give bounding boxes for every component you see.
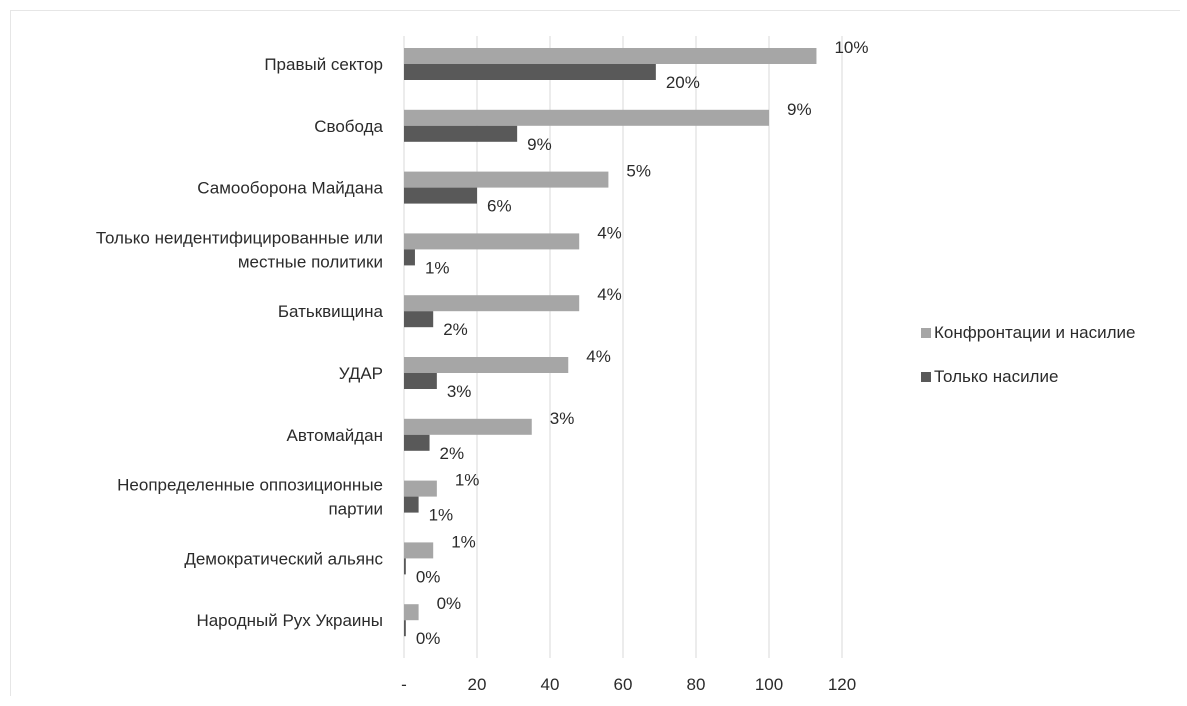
x-tick-label: 20 (468, 675, 487, 694)
bar-violence (404, 620, 406, 637)
category-label: Самооборона Майдана (197, 179, 383, 198)
bar-violence (404, 249, 415, 266)
legend-label: Только насилие (934, 367, 1058, 386)
bar-violence (404, 496, 419, 513)
legend-swatch (921, 372, 931, 382)
x-tick-label: 80 (687, 675, 706, 694)
category-label: УДАР (339, 364, 383, 383)
bar-confrontation (404, 480, 437, 497)
data-label: 0% (416, 567, 441, 586)
bar-violence (404, 187, 477, 204)
category-label: Автомайдан (287, 426, 383, 445)
x-tick-label: 40 (541, 675, 560, 694)
data-label: 1% (451, 532, 476, 551)
data-label: 4% (586, 347, 611, 366)
bar-confrontation (404, 171, 609, 188)
bar-violence (404, 434, 430, 451)
data-label: 1% (455, 471, 480, 490)
bar-violence (404, 373, 437, 389)
category-label: партии (328, 500, 383, 519)
x-tick-label: 100 (755, 675, 783, 694)
data-label: 3% (550, 409, 575, 428)
bar-confrontation (404, 48, 817, 64)
data-label: 20% (666, 73, 700, 92)
bar-confrontation (404, 233, 580, 250)
bar-confrontation (404, 542, 434, 559)
x-tick-label: - (401, 675, 407, 694)
category-label: Правый сектор (264, 55, 383, 74)
category-label: местные политики (238, 252, 383, 271)
bar-confrontation (404, 295, 580, 312)
category-label: Народный Рух Украины (196, 611, 383, 630)
bars: 10%20%9%9%5%6%4%1%4%2%4%3%3%2%1%1%1%0%0%… (404, 38, 868, 648)
data-label: 1% (425, 258, 450, 277)
x-tick-label: 60 (614, 675, 633, 694)
legend: Конфронтации и насилие Только насилие (921, 323, 1135, 386)
data-label: 0% (437, 594, 462, 613)
bar-violence (404, 125, 518, 142)
bar-violence (404, 311, 434, 328)
bar-confrontation (404, 109, 769, 126)
category-label: Демократический альянс (184, 549, 383, 568)
data-label: 6% (487, 197, 512, 216)
bar-confrontation (404, 357, 569, 373)
bar-confrontation (404, 604, 419, 621)
gridlines (403, 36, 843, 658)
data-label: 1% (429, 506, 454, 525)
category-label: Батьквищина (278, 302, 384, 321)
data-label: 4% (597, 223, 622, 242)
data-label: 9% (527, 135, 552, 154)
data-label: 9% (787, 100, 812, 119)
data-label: 2% (440, 444, 465, 463)
category-labels: Правый сектор Свобода Самооборона Майдана Т… (96, 55, 384, 630)
category-label: Свобода (314, 117, 383, 136)
data-label: 5% (626, 162, 651, 181)
bar-violence (404, 64, 656, 80)
category-label: Неопределенные оппозиционные (117, 476, 383, 495)
x-tick-label: 120 (828, 675, 856, 694)
legend-swatch (921, 328, 931, 338)
data-label: 2% (443, 320, 468, 339)
data-label: 0% (416, 629, 441, 648)
x-tick-labels: - 20 40 60 80 100 120 (401, 675, 856, 694)
data-label: 3% (447, 382, 472, 401)
data-label: 10% (834, 38, 868, 57)
bar-violence (404, 558, 406, 575)
bar-confrontation (404, 418, 532, 435)
chart-frame (10, 10, 1180, 696)
category-label: Только неидентифицированные или (96, 228, 383, 247)
legend-label: Конфронтации и насилие (934, 323, 1135, 342)
data-label: 4% (597, 285, 622, 304)
